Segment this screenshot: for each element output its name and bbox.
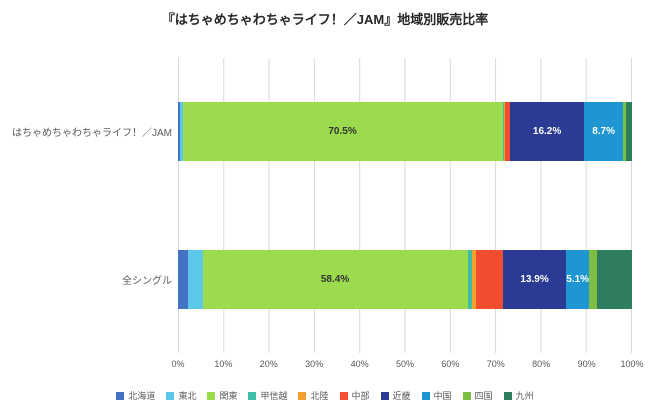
bar-segment-東北: [187, 249, 203, 309]
x-tick-label: 60%: [441, 359, 460, 369]
legend-label: 北陸: [310, 391, 329, 401]
legend-swatch-icon: [339, 391, 348, 400]
bar-segment-中国: 8.7%: [583, 102, 624, 162]
data-label: 8.7%: [592, 126, 615, 138]
legend-swatch-icon: [380, 391, 389, 400]
bar-row-0: 70.5% 16.2% 8.7%: [178, 102, 632, 162]
x-tick-label: 20%: [259, 359, 278, 369]
bar-segment-中国: 5.1%: [566, 249, 590, 309]
bar-row-1: 58.4% 13.9% 5.1%: [178, 249, 632, 309]
legend-item-関東: 関東: [207, 389, 237, 402]
legend-label: 九州: [515, 391, 534, 401]
legend-label: 近畿: [392, 391, 411, 401]
legend-item-中国: 中国: [421, 389, 452, 402]
category-label-all-singles: 全シングル: [122, 275, 172, 287]
legend-item-北海道: 北海道: [116, 389, 155, 402]
legend-swatch-icon: [503, 391, 512, 400]
legend-swatch-icon: [207, 391, 216, 400]
legend-label: 北海道: [128, 391, 156, 401]
x-tick-label: 0%: [171, 359, 185, 369]
x-tick-label: 80%: [532, 359, 551, 369]
legend-label: 甲信越: [260, 391, 288, 401]
legend-label: 中部: [351, 391, 370, 401]
category-label-jam: はちゃめちゃわちゃライフ！／JAM: [12, 128, 172, 140]
legend-item-中部: 中部: [339, 389, 370, 402]
data-label: 70.5%: [328, 126, 357, 138]
chart-title: 『はちゃめちゃわちゃライフ！／JAM』地域別販売比率: [161, 12, 489, 27]
legend-label: 関東: [219, 391, 238, 401]
bars-container: 70.5% 16.2% 8.7% 58.4% 13.9% 5.1%: [178, 58, 632, 353]
data-label: 5.1%: [566, 273, 590, 285]
legend: 北海道 東北 関東 甲信越 北陸 中部 近畿 中国 四国 九州: [0, 389, 650, 402]
legend-swatch-icon: [298, 391, 307, 400]
bar-segment-四国: [589, 249, 598, 309]
bar-segment-北海道: [178, 102, 180, 162]
bar-segment-東北: [179, 102, 183, 162]
data-label: 58.4%: [320, 273, 350, 285]
x-tick-label: 70%: [486, 359, 505, 369]
legend-swatch-icon: [421, 391, 430, 400]
bar-segment-北陸: [472, 249, 476, 309]
x-tick-label: 40%: [350, 359, 369, 369]
legend-item-四国: 四国: [462, 389, 493, 402]
bar-segment-関東: 58.4%: [202, 249, 468, 309]
legend-item-北陸: 北陸: [298, 389, 329, 402]
bar-segment-北陸: [503, 102, 505, 162]
data-label: 13.9%: [520, 273, 549, 285]
plot-area: 70.5% 16.2% 8.7% 58.4% 13.9% 5.1%: [178, 58, 632, 353]
legend-swatch-icon: [462, 391, 471, 400]
bar-segment-四国: [623, 102, 626, 162]
bar-segment-北海道: [178, 249, 188, 309]
bar-segment-甲信越: [502, 102, 504, 162]
x-tick-label: 50%: [395, 359, 415, 369]
bar-segment-近畿: 13.9%: [503, 249, 567, 309]
legend-swatch-icon: [166, 391, 175, 400]
x-tick-label: 30%: [305, 359, 324, 369]
legend-swatch-icon: [116, 391, 125, 400]
x-tick-label: 100%: [620, 359, 644, 369]
legend-label: 東北: [178, 391, 197, 401]
legend-label: 中国: [433, 391, 452, 401]
bar-segment-九州: [597, 249, 632, 309]
legend-label: 四国: [474, 391, 493, 401]
legend-item-近畿: 近畿: [380, 389, 411, 402]
legend-item-東北: 東北: [166, 389, 196, 402]
data-label: 16.2%: [532, 126, 562, 138]
bar-segment-関東: 70.5%: [182, 102, 503, 162]
bar-segment-甲信越: [467, 249, 473, 309]
x-axis: 0% 10% 20% 30% 40% 50% 60% 70% 80% 90% 100%: [171, 359, 643, 373]
bar-segment-近畿: 16.2%: [510, 102, 584, 162]
y-axis-labels: はちゃめちゃわちゃライフ！／JAM 全シングル: [0, 58, 172, 353]
x-tick-label: 90%: [577, 359, 596, 369]
bar-segment-九州: [625, 102, 632, 162]
legend-item-九州: 九州: [503, 389, 534, 402]
legend-item-甲信越: 甲信越: [248, 389, 287, 402]
bar-segment-中部: [475, 249, 504, 309]
legend-swatch-icon: [248, 391, 257, 400]
x-tick-label: 10%: [214, 359, 233, 369]
bar-segment-中部: [504, 102, 511, 162]
